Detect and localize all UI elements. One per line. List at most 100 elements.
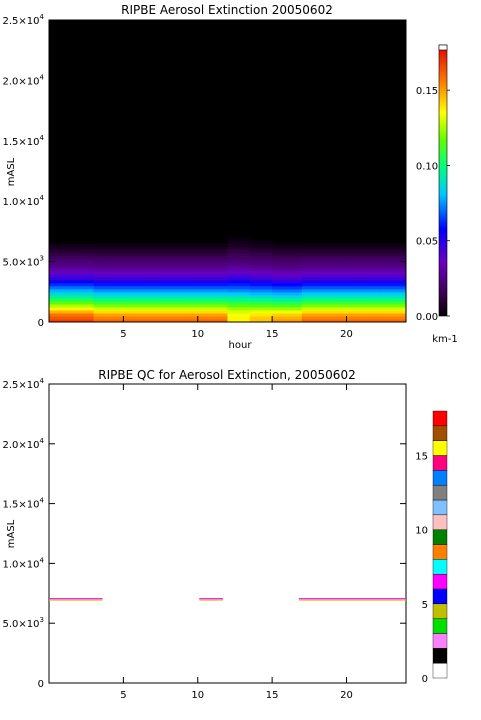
extinction-cell (71, 291, 80, 296)
extinction-cell (63, 243, 72, 248)
extinction-cell (376, 312, 385, 317)
extinction-cell (175, 285, 184, 290)
extinction-cell (78, 261, 87, 266)
extinction-cell (182, 300, 191, 305)
extinction-cell (101, 297, 110, 302)
extinction-cell (331, 318, 340, 322)
extinction-cell (234, 285, 243, 290)
extinction-cell (234, 279, 243, 284)
extinction-cell (175, 261, 184, 266)
extinction-cell (383, 297, 392, 302)
extinction-cell (339, 315, 348, 320)
extinction-cell (220, 294, 229, 299)
extinction-cell (249, 297, 258, 302)
extinction-cell (138, 294, 147, 299)
extinction-cell (138, 267, 147, 272)
extinction-cell (264, 294, 273, 299)
extinction-cell (361, 243, 370, 248)
extinction-cell (168, 279, 177, 284)
extinction-cell (398, 264, 406, 269)
extinction-cell (398, 309, 406, 314)
chart1-y-tick-label: 5.0×103 (3, 255, 44, 269)
extinction-cell (123, 273, 132, 278)
extinction-cell (361, 309, 370, 314)
extinction-cell (309, 303, 318, 308)
extinction-cell (294, 264, 303, 269)
extinction-cell (138, 243, 147, 248)
extinction-cell (190, 276, 199, 281)
extinction-cell (168, 291, 177, 296)
chart2-x-tick-label: 10 (191, 690, 204, 701)
extinction-cell (353, 282, 362, 287)
extinction-cell (249, 294, 258, 299)
extinction-cell (78, 309, 87, 314)
extinction-cell (301, 294, 310, 299)
extinction-cell (168, 273, 177, 278)
extinction-cell (346, 285, 355, 290)
extinction-cell (301, 285, 310, 290)
extinction-cell (145, 285, 154, 290)
extinction-cell (153, 306, 162, 311)
extinction-cell (272, 294, 281, 299)
extinction-cell (71, 282, 80, 287)
extinction-cell (339, 288, 348, 293)
extinction-cell (294, 300, 303, 305)
extinction-cell (257, 255, 266, 260)
extinction-cell (249, 249, 258, 254)
extinction-cell (346, 312, 355, 317)
extinction-cell (78, 252, 87, 257)
extinction-cell (272, 261, 281, 266)
extinction-cell (398, 303, 406, 308)
extinction-cell (49, 243, 58, 248)
extinction-cell (115, 258, 124, 263)
extinction-cell (205, 288, 214, 293)
extinction-cell (153, 300, 162, 305)
extinction-cell (398, 297, 406, 302)
extinction-cell (108, 276, 117, 281)
extinction-cell (93, 282, 102, 287)
extinction-cell (294, 267, 303, 272)
extinction-cell (324, 318, 333, 322)
extinction-cell (294, 288, 303, 293)
extinction-cell (346, 300, 355, 305)
extinction-cell (153, 276, 162, 281)
extinction-cell (264, 315, 273, 320)
extinction-cell (115, 297, 124, 302)
extinction-cell (175, 300, 184, 305)
extinction-cell (190, 291, 199, 296)
extinction-cell (227, 240, 236, 245)
extinction-cell (376, 288, 385, 293)
extinction-cell (145, 261, 154, 266)
extinction-cell (294, 306, 303, 311)
extinction-cell (160, 300, 169, 305)
extinction-cell (301, 246, 310, 251)
extinction-cell (398, 246, 406, 251)
extinction-cell (368, 306, 377, 311)
extinction-cell (182, 312, 191, 317)
extinction-cell (160, 246, 169, 251)
extinction-cell (257, 270, 266, 275)
extinction-cell (108, 261, 117, 266)
extinction-cell (78, 270, 87, 275)
chart2-plot-frame (48, 383, 407, 684)
extinction-cell (391, 264, 400, 269)
extinction-cell (242, 297, 251, 302)
chart2-y-tick-label: 0 (38, 679, 44, 690)
extinction-cell (145, 249, 154, 254)
extinction-cell (257, 297, 266, 302)
extinction-cell (175, 309, 184, 314)
extinction-cell (368, 273, 377, 278)
extinction-cell (71, 279, 80, 284)
extinction-cell (257, 249, 266, 254)
extinction-cell (331, 303, 340, 308)
extinction-cell (182, 273, 191, 278)
extinction-cell (86, 273, 95, 278)
extinction-cell (145, 315, 154, 320)
extinction-cell (123, 252, 132, 257)
extinction-cell (331, 261, 340, 266)
extinction-cell (101, 258, 110, 263)
extinction-cell (398, 294, 406, 299)
extinction-cell (212, 276, 221, 281)
extinction-cell (279, 309, 288, 314)
extinction-cell (368, 297, 377, 302)
